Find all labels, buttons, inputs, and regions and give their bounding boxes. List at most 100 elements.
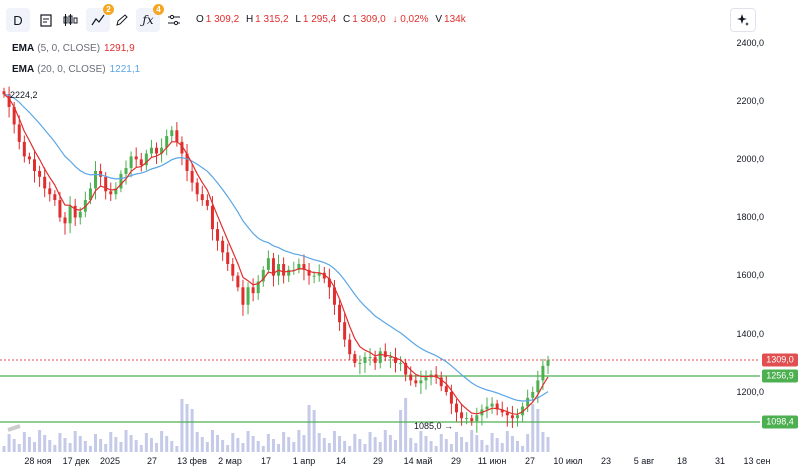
time-tick: 29 xyxy=(450,456,462,466)
volume-bar xyxy=(7,434,11,452)
candle-body xyxy=(58,200,62,218)
ema-slow-line xyxy=(3,93,549,402)
volume-bar xyxy=(27,437,31,452)
candle-body xyxy=(241,287,245,305)
volume-bar xyxy=(83,441,87,452)
volume-bar xyxy=(170,441,174,452)
candle-body xyxy=(160,147,164,154)
volume-bar xyxy=(200,437,204,452)
volume-bar xyxy=(500,443,504,452)
volume-bar xyxy=(434,446,438,452)
candle-body xyxy=(236,275,240,288)
volume-bar xyxy=(414,443,418,452)
volume-bar xyxy=(424,436,428,452)
volume-bar xyxy=(221,440,225,452)
volume-bar xyxy=(139,445,143,452)
volume-bar xyxy=(205,442,209,452)
volume-bar xyxy=(485,445,489,452)
indicators-button[interactable]: ƒx 4 xyxy=(136,4,164,32)
candle-body xyxy=(27,156,31,160)
time-tick: 31 xyxy=(714,456,726,466)
candle-body xyxy=(73,205,77,218)
ema-slow-name: EMA xyxy=(12,64,35,75)
volume-value: 134k xyxy=(444,14,466,25)
interval-button[interactable]: D xyxy=(6,8,30,32)
candle-body xyxy=(282,264,286,276)
candle-body xyxy=(231,264,235,276)
time-tick: 14 xyxy=(335,456,347,466)
candle-body xyxy=(2,91,6,95)
candle-body xyxy=(470,418,474,422)
volume-bar xyxy=(546,437,550,452)
candle-body xyxy=(170,130,174,137)
volume-bar xyxy=(409,438,413,452)
candles-icon[interactable] xyxy=(58,8,82,32)
candle-body xyxy=(22,141,26,157)
candle-body xyxy=(515,415,519,419)
volume-bar xyxy=(231,433,235,452)
candle-body xyxy=(460,412,464,419)
volume-bar xyxy=(149,438,153,452)
volume-bar xyxy=(460,437,464,452)
price-tick: 1600,0 xyxy=(736,270,764,280)
candle-body xyxy=(521,406,525,416)
volume-bar xyxy=(475,435,479,452)
volume-bar xyxy=(261,446,265,452)
candle-body xyxy=(124,168,128,174)
time-tick: 14 май xyxy=(403,456,433,466)
candle-body xyxy=(490,403,494,407)
volume-bar xyxy=(322,438,326,452)
open-value: 1 309,2 xyxy=(205,14,240,25)
ema-fast-value: 1291,9 xyxy=(104,43,135,54)
candle-body xyxy=(531,392,535,398)
time-tick: 2 мар xyxy=(218,456,242,466)
candle-body xyxy=(43,176,47,189)
candle-body xyxy=(465,418,469,420)
candle-body xyxy=(94,170,98,189)
volume-bar xyxy=(119,442,123,452)
volume-bar xyxy=(195,432,199,452)
settings-sliders-icon[interactable] xyxy=(162,8,186,32)
candle-body xyxy=(338,304,342,323)
clipboard-icon[interactable] xyxy=(34,8,58,32)
candle-body xyxy=(546,360,550,366)
sparkle-icon xyxy=(737,14,749,26)
drawings-button[interactable]: 2 xyxy=(86,4,114,32)
candle-body xyxy=(500,409,504,413)
candle-body xyxy=(200,194,204,201)
volume-bar xyxy=(470,430,474,452)
candle-body xyxy=(419,380,423,384)
time-tick: 2025 xyxy=(99,456,121,466)
volume-bar xyxy=(287,437,291,452)
time-tick: 13 сен xyxy=(743,456,771,466)
last-price-label: 1309,0 xyxy=(762,353,798,367)
candle-body xyxy=(399,362,403,364)
candle-body xyxy=(266,258,270,270)
candle-body xyxy=(139,159,143,166)
volume-bar xyxy=(399,410,403,452)
drawings-badge: 2 xyxy=(103,4,114,15)
candle-body xyxy=(353,354,357,363)
volume-bar xyxy=(373,437,377,452)
candle-body xyxy=(134,156,138,160)
volume-bar xyxy=(175,446,179,452)
candle-body xyxy=(449,392,453,404)
volume-bar xyxy=(210,430,214,452)
ema-fast-legend[interactable]: EMA (5, 0, CLOSE) 1291,9 xyxy=(12,43,135,54)
ema-slow-legend[interactable]: EMA (20, 0, CLOSE) 1221,1 xyxy=(12,64,140,75)
ai-sparkle-button[interactable] xyxy=(730,8,756,32)
candle-body xyxy=(404,362,408,375)
candle-body xyxy=(205,200,209,206)
volume-bar xyxy=(2,446,6,452)
candle-body xyxy=(424,377,428,381)
volume-bar xyxy=(63,438,67,452)
pencil-icon[interactable] xyxy=(110,8,134,32)
candle-body xyxy=(444,386,448,392)
volume-bar xyxy=(363,444,367,452)
volume-bar xyxy=(277,444,281,452)
price-tick: 1400,0 xyxy=(736,329,764,339)
volume-bar xyxy=(312,410,316,452)
candle-body xyxy=(119,173,123,189)
candle-body xyxy=(358,362,362,364)
